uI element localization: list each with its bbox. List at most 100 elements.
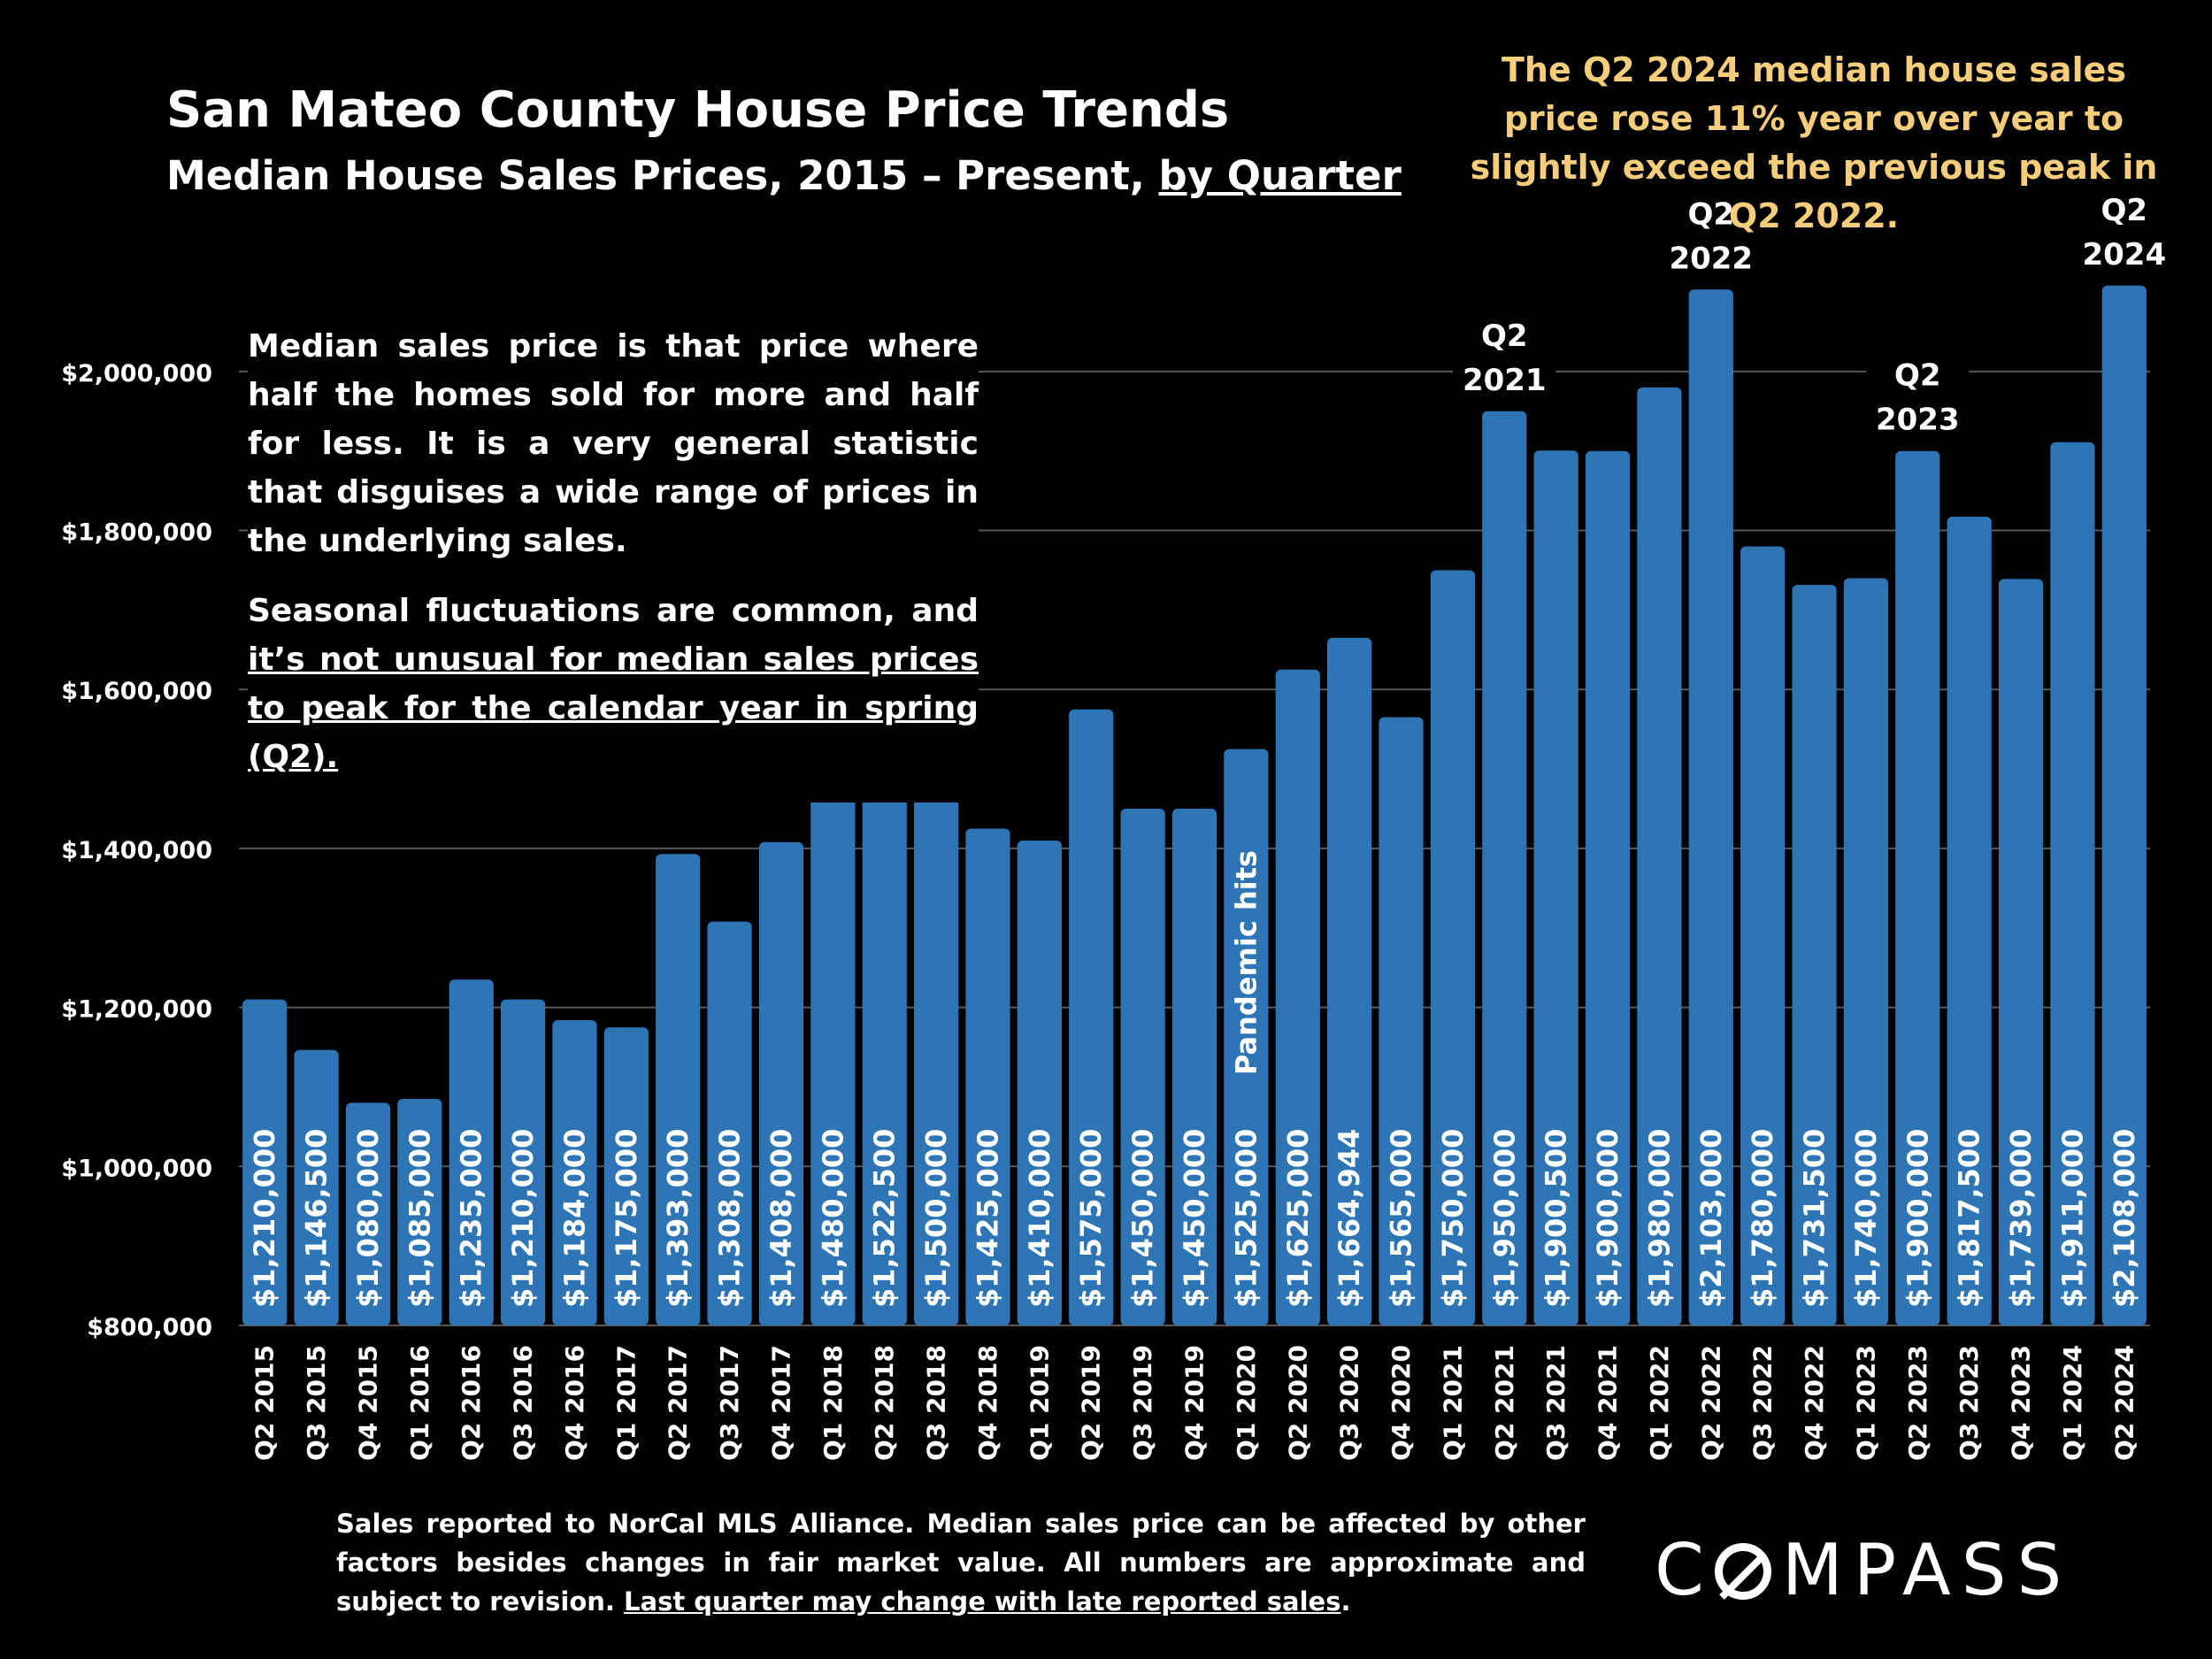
annotation-line1: Q2 — [1688, 196, 1735, 232]
bar — [1482, 411, 1527, 1325]
bar-value-label: $1,525,000 — [1229, 1129, 1263, 1308]
annotation-background — [2072, 179, 2176, 275]
bar-value-label: $1,210,000 — [248, 1129, 281, 1308]
bar — [965, 828, 1010, 1325]
x-tick-label: Q3 2020 — [1335, 1345, 1364, 1461]
annotation-line1: Q2 — [1481, 319, 1528, 354]
bar — [656, 854, 701, 1325]
subtitle-main: Median House Sales Prices, 2015 – Presen… — [166, 152, 1159, 199]
bar-value-labels: $1,210,000 $1,146,500 $1,080,000 $1,085,000… — [248, 1129, 2141, 1308]
bar-value-label: $1,408,000 — [764, 1129, 798, 1308]
bar-value-label: $1,480,000 — [816, 1129, 849, 1308]
footnote-main: Sales reported to NorCal MLS Alliance. M… — [336, 1509, 1586, 1617]
bar — [603, 1027, 649, 1325]
bar — [2050, 442, 2095, 1326]
annotation-background — [1866, 344, 1970, 441]
y-tick-label: $800,000 — [87, 1314, 212, 1341]
annotation-line1: Q2 — [1894, 358, 1941, 394]
x-tick-label: Q4 2017 — [766, 1345, 795, 1461]
bar-value-label: $1,911,000 — [2055, 1129, 2089, 1308]
logo-compass-ring-icon — [1714, 1543, 1771, 1600]
footnote-end: . — [1340, 1586, 1351, 1617]
x-tick-label: Q2 2020 — [1283, 1345, 1312, 1461]
y-tick-label: $2,000,000 — [61, 360, 212, 388]
x-tick-label: Q1 2018 — [818, 1345, 848, 1461]
bar — [552, 1019, 597, 1325]
annotation-line2: 2022 — [1669, 241, 1753, 276]
x-tick-label: Q2 2016 — [457, 1345, 486, 1461]
bar-value-label: $1,450,000 — [1126, 1129, 1160, 1308]
bar-value-label: $1,980,000 — [1642, 1129, 1676, 1308]
explanation-notes: Median sales price is that price where h… — [248, 322, 979, 803]
bar — [1895, 450, 1940, 1325]
bar-value-label: $2,103,000 — [1694, 1129, 1728, 1308]
x-tick-label: Q4 2021 — [1594, 1345, 1623, 1461]
notes-p2-underlined: it’s not unusual for median sales prices… — [248, 641, 979, 775]
y-tick-label: $1,000,000 — [61, 1155, 212, 1182]
y-tick-label: $1,800,000 — [61, 519, 212, 547]
x-tick-label: Q1 2020 — [1232, 1345, 1261, 1461]
bar — [1843, 578, 1889, 1325]
chart-title: San Mateo County House Price Trends — [166, 81, 1230, 139]
x-axis-tick-labels: Q2 2015 Q3 2015 Q4 2015 Q1 2016 Q2 2016 Q3 20… — [250, 1345, 2139, 1461]
bar-value-label: $1,750,000 — [1436, 1129, 1470, 1308]
bar — [1171, 809, 1217, 1325]
x-tick-label: Q4 2015 — [353, 1345, 382, 1461]
source-footnote: Sales reported to NorCal MLS Alliance. M… — [336, 1504, 1586, 1621]
bar — [1947, 516, 1992, 1325]
bar-value-label: $1,184,000 — [557, 1129, 591, 1308]
bar-value-label: $1,731,500 — [1798, 1129, 1832, 1308]
bar — [1275, 669, 1320, 1325]
x-tick-label: Q2 2022 — [1696, 1345, 1725, 1461]
bar — [1379, 717, 1424, 1325]
bar-value-label: $1,739,000 — [2004, 1129, 2038, 1308]
bar — [294, 1049, 339, 1325]
bar-value-label: $1,565,000 — [1385, 1129, 1418, 1308]
bar — [1327, 637, 1372, 1325]
bar-value-label: $1,900,500 — [1540, 1129, 1573, 1308]
bar-value-label: $2,108,000 — [2108, 1129, 2141, 1308]
logo-letters: MPASS — [1781, 1529, 2073, 1611]
bar — [449, 979, 494, 1325]
bar — [1533, 450, 1578, 1326]
bar-value-label: $1,450,000 — [1178, 1129, 1211, 1308]
bar — [1069, 709, 1114, 1325]
y-tick-label: $1,600,000 — [61, 678, 212, 705]
bar-value-label: $1,625,000 — [1281, 1129, 1315, 1308]
annotation-line2: 2024 — [2082, 237, 2166, 273]
bar — [707, 921, 752, 1325]
y-axis-tick-labels: $800,000 $1,000,000 $1,200,000 $1,400,000 $1… — [61, 360, 212, 1341]
bar-value-label: $1,950,000 — [1487, 1129, 1521, 1308]
bar — [242, 999, 288, 1325]
x-tick-label: Q4 2023 — [2007, 1345, 2036, 1461]
x-tick-label: Q4 2022 — [1800, 1345, 1829, 1461]
x-tick-label: Q3 2015 — [302, 1345, 331, 1461]
bar-value-label: $1,575,000 — [1074, 1129, 1108, 1308]
bar — [1637, 387, 1682, 1325]
bar-value-label: $1,175,000 — [610, 1129, 643, 1308]
logo-prefix: C — [1655, 1529, 1715, 1611]
x-tick-label: Q2 2017 — [664, 1345, 693, 1461]
x-tick-label: Q2 2021 — [1490, 1345, 1519, 1461]
bar — [1430, 570, 1475, 1325]
bar-value-label: $1,393,000 — [661, 1129, 695, 1308]
callout-note: The Q2 2024 median house sales price ros… — [1470, 50, 2158, 235]
bar — [1688, 289, 1733, 1325]
x-tick-label: Q2 2023 — [1903, 1345, 1932, 1461]
y-tick-label: $1,200,000 — [61, 996, 212, 1024]
compass-logo: C MPASS — [1655, 1529, 2072, 1611]
x-tick-label: Q2 2018 — [870, 1345, 899, 1461]
bar — [862, 750, 907, 1325]
bar — [758, 841, 804, 1325]
bar-value-label: $1,522,500 — [868, 1129, 902, 1308]
bar-value-label: $1,210,000 — [506, 1129, 540, 1308]
x-tick-label: Q1 2022 — [1645, 1345, 1674, 1461]
annotation-line2: 2023 — [1876, 403, 1960, 438]
bar — [1792, 585, 1837, 1325]
chart-subtitle: Median House Sales Prices, 2015 – Presen… — [166, 152, 1402, 199]
bar — [397, 1098, 442, 1325]
bar — [1585, 450, 1631, 1325]
x-tick-label: Q1 2023 — [1851, 1345, 1880, 1461]
x-tick-label: Q4 2020 — [1386, 1345, 1416, 1461]
notes-paragraph-2: Seasonal fluctuations are common, and it… — [248, 587, 979, 781]
